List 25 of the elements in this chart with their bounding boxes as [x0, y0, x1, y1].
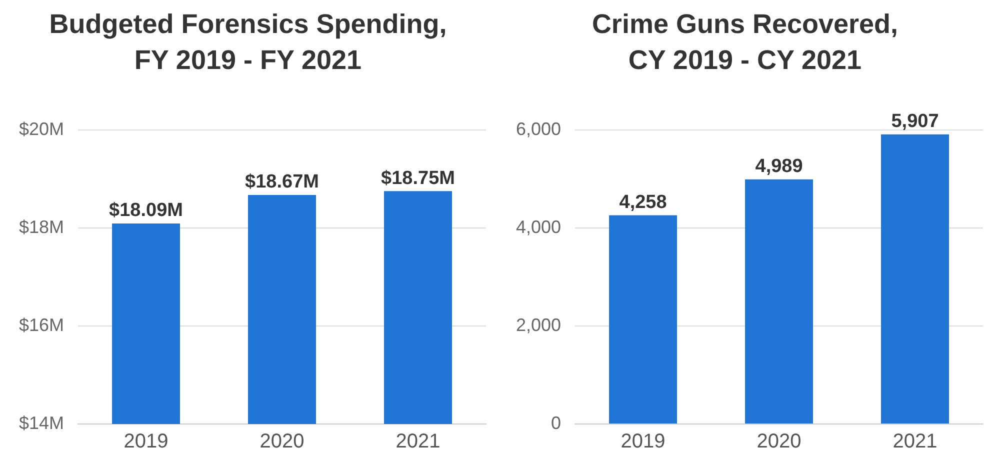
x-tick-label: 2021 — [396, 430, 440, 453]
x-tick-label: 2021 — [892, 430, 938, 453]
bar — [881, 134, 950, 424]
y-tick-label: $18M — [18, 216, 64, 237]
y-tick-label: $20M — [18, 118, 64, 139]
x-tick-label: 2019 — [620, 430, 666, 453]
y-tick-label: 6,000 — [516, 118, 562, 139]
bar — [745, 179, 814, 424]
data-label: 4,989 — [755, 156, 803, 178]
x-tick-label: 2019 — [124, 430, 168, 453]
data-label: $18.09M — [109, 200, 183, 222]
data-label: $18.75M — [381, 168, 455, 189]
data-label: 5,907 — [891, 111, 939, 132]
y-tick-label: 0 — [551, 412, 562, 433]
data-label: $18.67M — [245, 172, 319, 193]
chart-title: Crime Guns Recovered, CY 2019 - CY 2021 — [590, 8, 900, 77]
y-tick-label: $16M — [18, 314, 64, 335]
y-tick-label: 2,000 — [516, 314, 562, 335]
x-tick-label: 2020 — [260, 430, 304, 453]
bar — [609, 215, 678, 424]
chart-title: Budgeted Forensics Spending, FY 2019 - FY 2021 — [48, 8, 448, 77]
y-tick-label: 4,000 — [516, 216, 562, 237]
data-label: 4,258 — [619, 192, 667, 213]
x-tick-label: 2020 — [756, 430, 802, 453]
y-tick-label: $14M — [18, 412, 64, 433]
